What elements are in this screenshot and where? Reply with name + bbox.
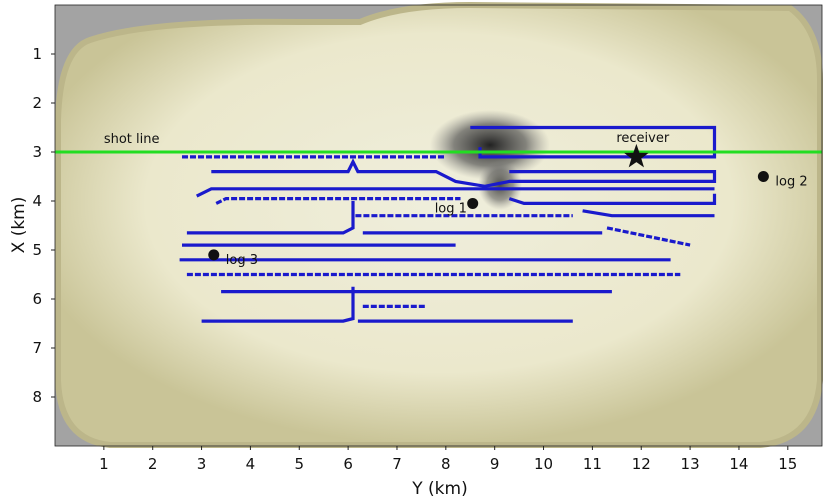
- y-axis-ticks: 1 2 3 4 5 6 7 8: [32, 45, 55, 406]
- log-label: log 1: [435, 201, 467, 216]
- x-axis-ticks: 1 2 3 4 5 6 7 8 9 10 11 12 13 14 15: [99, 446, 797, 473]
- x-tick-label: 2: [148, 455, 158, 473]
- x-tick-label: 1: [99, 455, 109, 473]
- x-tick-label: 11: [583, 455, 602, 473]
- y-axis-label: X (km): [9, 197, 29, 254]
- y-tick-label: 7: [32, 339, 42, 357]
- x-axis-label: Y (km): [411, 479, 467, 499]
- log-label: log 3: [226, 253, 258, 268]
- log-marker: [208, 249, 219, 260]
- x-tick-label: 4: [246, 455, 256, 473]
- x-tick-label: 15: [778, 455, 797, 473]
- log-marker: [758, 171, 769, 182]
- log-marker: [467, 198, 478, 209]
- x-tick-label: 9: [490, 455, 500, 473]
- receiver-label: receiver: [616, 131, 670, 146]
- y-tick-label: 8: [32, 388, 42, 406]
- x-tick-label: 14: [729, 455, 748, 473]
- x-tick-label: 6: [343, 455, 353, 473]
- log-label: log 2: [775, 175, 807, 190]
- y-tick-label: 5: [32, 241, 42, 259]
- y-tick-label: 6: [32, 290, 42, 308]
- shot-line-label: shot line: [104, 132, 160, 147]
- y-tick-label: 1: [32, 45, 42, 63]
- x-tick-label: 3: [197, 455, 207, 473]
- x-tick-label: 8: [441, 455, 451, 473]
- velocity-model: [58, 5, 820, 445]
- x-tick-label: 7: [392, 455, 402, 473]
- x-tick-label: 13: [681, 455, 700, 473]
- x-tick-label: 12: [632, 455, 651, 473]
- y-tick-label: 4: [32, 192, 42, 210]
- y-tick-label: 3: [32, 143, 42, 161]
- y-tick-label: 2: [32, 94, 42, 112]
- x-tick-label: 5: [294, 455, 304, 473]
- x-tick-label: 10: [534, 455, 553, 473]
